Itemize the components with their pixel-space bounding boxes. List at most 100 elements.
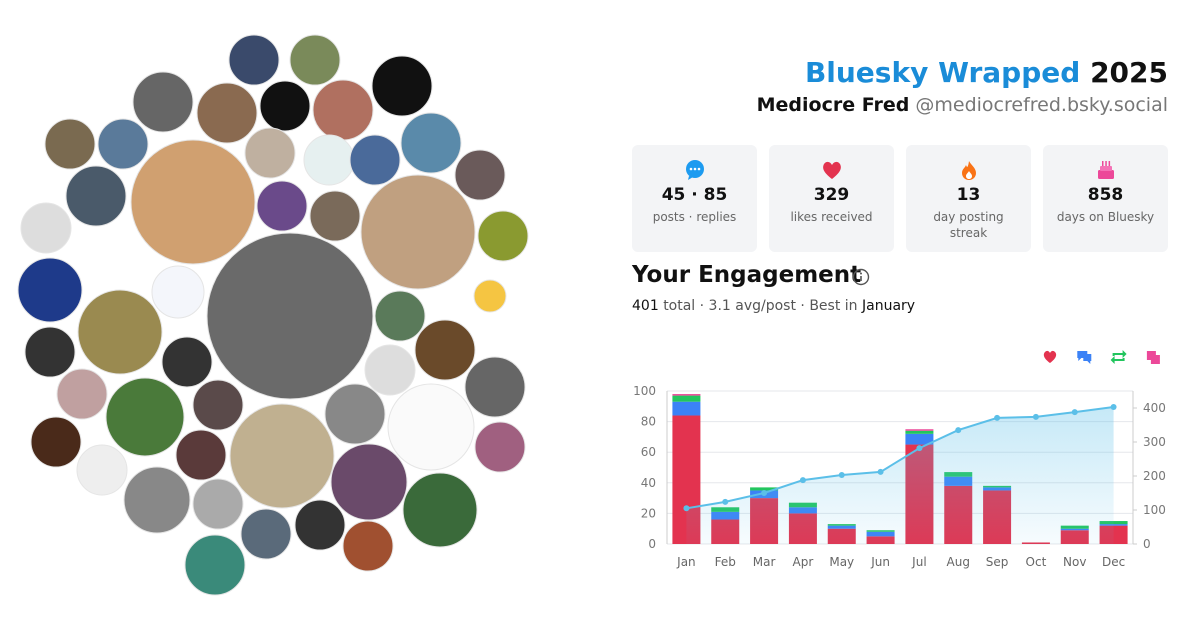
avatar [400, 112, 462, 174]
line-point [683, 505, 690, 512]
user-handle: @mediocrefred.bsky.social [915, 94, 1168, 116]
avatar [477, 210, 529, 262]
line-point [799, 477, 806, 484]
x-tick-label: Jan [676, 555, 696, 569]
avatar [196, 82, 258, 144]
avatar [402, 472, 478, 548]
bar-segment [905, 433, 934, 445]
avatar [473, 279, 507, 313]
bar-segment [905, 429, 934, 431]
line-point [955, 427, 962, 434]
avatar [289, 34, 341, 86]
icon [1098, 161, 1114, 179]
avatar [387, 383, 475, 471]
section-title: Your Engagement [632, 262, 862, 288]
y2-tick-label: 0 [1143, 537, 1151, 551]
avatar [65, 165, 127, 227]
avatar [77, 289, 163, 375]
avatar [324, 383, 386, 445]
stat-label: days on Bluesky [1056, 210, 1155, 224]
avatar [20, 202, 72, 254]
avatar [151, 265, 205, 319]
line-point [1032, 413, 1039, 420]
avatar [132, 71, 194, 133]
user-name: Mediocre Fred [756, 94, 910, 116]
y2-tick-label: 100 [1143, 503, 1166, 517]
line-point [1071, 409, 1078, 416]
stat-value: 329 [813, 185, 850, 205]
avatar [374, 290, 426, 342]
line-point [877, 468, 884, 475]
avatar [474, 421, 526, 473]
avatar [192, 478, 244, 530]
stat-card: 329 likes received [769, 145, 894, 252]
avatar [184, 534, 246, 596]
avatar [256, 180, 308, 232]
year: 2025 [1090, 56, 1168, 89]
legend-item[interactable] [1077, 351, 1092, 364]
line-point [1110, 403, 1117, 410]
avatar [464, 356, 526, 418]
stat-label: posts · replies [652, 210, 737, 224]
avatar [414, 319, 476, 381]
legend-item[interactable] [1146, 351, 1160, 364]
x-tick-label: Jul [911, 555, 926, 569]
avatar [30, 416, 82, 468]
avatar [360, 174, 476, 290]
avatar [175, 429, 227, 481]
line-area [686, 406, 1114, 544]
bar-segment [905, 430, 934, 434]
bar-segment [672, 401, 701, 416]
x-tick-label: Oct [1026, 555, 1047, 569]
stat-label: likes received [790, 210, 873, 224]
y-tick-label: 100 [633, 384, 656, 398]
avatar [371, 55, 433, 117]
y-tick-label: 20 [641, 506, 656, 520]
legend-item[interactable] [1043, 350, 1057, 363]
stat-label: day posting streak [933, 210, 1004, 240]
avatar [24, 326, 76, 378]
avatar [364, 344, 416, 396]
icon [823, 161, 841, 179]
total: 401 [632, 298, 659, 314]
stat-card: 13 day posting streak [906, 145, 1031, 252]
avatar [309, 190, 361, 242]
avatar-cluster [17, 34, 529, 596]
best-month: January [862, 298, 916, 314]
x-tick-label: Mar [753, 555, 776, 569]
avatar [303, 134, 355, 186]
x-tick-label: Apr [793, 555, 814, 569]
legend-icon [1043, 350, 1057, 363]
x-tick-label: Dec [1102, 555, 1125, 569]
avatar [97, 118, 149, 170]
summary-text: total · 3.1 avg/post · Best in [663, 298, 858, 314]
x-tick-label: Aug [947, 555, 970, 569]
engagement-summary: 401 total · 3.1 avg/post · Best in Janua… [632, 298, 915, 314]
stat-card: 858 days on Bluesky [1043, 145, 1168, 252]
avatar [312, 79, 374, 141]
avatar [228, 34, 280, 86]
y-tick-label: 80 [641, 415, 656, 429]
legend-item[interactable] [1110, 350, 1127, 364]
x-tick-label: Nov [1063, 555, 1086, 569]
legend-icon [1110, 350, 1127, 364]
x-tick-label: May [829, 555, 854, 569]
x-tick-label: Feb [715, 555, 736, 569]
avatar [206, 232, 374, 400]
line-point [994, 414, 1001, 421]
avatar [17, 257, 83, 323]
icon [686, 160, 704, 180]
x-tick-label: Sep [986, 555, 1009, 569]
y2-tick-label: 400 [1143, 401, 1166, 415]
header-user: Mediocre Fred @mediocrefred.bsky.social [757, 94, 1168, 116]
avatar [192, 379, 244, 431]
avatar [342, 520, 394, 572]
info-icon[interactable] [852, 268, 870, 286]
icon [962, 161, 976, 180]
avatar [76, 444, 128, 496]
bar-segment [672, 394, 701, 396]
avatar [454, 149, 506, 201]
avatar [229, 403, 335, 509]
